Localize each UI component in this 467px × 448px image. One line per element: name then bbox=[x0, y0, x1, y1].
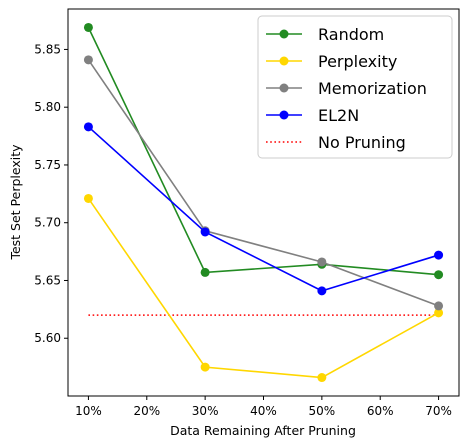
y-tick-label: 5.80 bbox=[34, 100, 61, 114]
legend-label-memorization: Memorization bbox=[318, 79, 427, 98]
data-point-random bbox=[434, 270, 444, 280]
data-point-perplexity bbox=[200, 362, 210, 372]
series-line-el2n bbox=[87, 126, 439, 292]
legend-label-no-pruning: No Pruning bbox=[318, 133, 406, 152]
legend-box bbox=[257, 15, 453, 159]
x-tick-label: 70% bbox=[425, 404, 452, 418]
x-tick-label: 10% bbox=[75, 404, 102, 418]
x-tick-label: 60% bbox=[367, 404, 394, 418]
x-tick-label: 50% bbox=[309, 404, 336, 418]
legend-marker-el2n bbox=[279, 110, 289, 120]
y-tick-label: 5.75 bbox=[34, 158, 61, 172]
y-tick-label: 5.85 bbox=[34, 42, 61, 56]
data-point-random bbox=[200, 267, 210, 277]
legend-marker-random bbox=[279, 29, 289, 39]
x-tick-label: 40% bbox=[250, 404, 277, 418]
data-point-memorization bbox=[83, 55, 93, 65]
x-axis: 10% 20% 30% 40% 50% 60% 70% bbox=[75, 396, 452, 418]
series-line-memorization bbox=[87, 59, 439, 307]
data-point-el2n bbox=[434, 250, 444, 260]
y-axis-label: Test Set Perplexity bbox=[8, 144, 23, 261]
legend: Random Perplexity Memorization EL2N No Pruni… bbox=[257, 15, 453, 159]
data-point-perplexity bbox=[83, 193, 93, 203]
series-line-perplexity bbox=[87, 198, 439, 379]
data-point-random bbox=[83, 22, 93, 32]
y-tick-label: 5.60 bbox=[34, 331, 61, 345]
x-tick-label: 30% bbox=[192, 404, 219, 418]
data-point-el2n bbox=[83, 122, 93, 132]
data-point-el2n bbox=[317, 286, 327, 296]
y-tick-label: 5.70 bbox=[34, 216, 61, 230]
legend-label-el2n: EL2N bbox=[318, 106, 359, 125]
data-point-perplexity bbox=[434, 308, 444, 318]
legend-label-perplexity: Perplexity bbox=[318, 52, 397, 71]
x-tick-label: 20% bbox=[133, 404, 160, 418]
series-layer bbox=[83, 22, 444, 383]
data-point-memorization bbox=[434, 301, 444, 311]
x-axis-label: Data Remaining After Pruning bbox=[170, 423, 356, 438]
y-axis: 5.60 5.65 5.70 5.75 5.80 5.85 bbox=[34, 42, 68, 345]
series-line-random bbox=[87, 27, 439, 276]
legend-marker-perplexity bbox=[279, 56, 289, 66]
data-point-el2n bbox=[200, 227, 210, 237]
data-point-memorization bbox=[317, 257, 327, 267]
legend-marker-memorization bbox=[279, 83, 289, 93]
data-point-perplexity bbox=[317, 373, 327, 383]
y-tick-label: 5.65 bbox=[34, 273, 61, 287]
legend-label-random: Random bbox=[318, 25, 384, 44]
